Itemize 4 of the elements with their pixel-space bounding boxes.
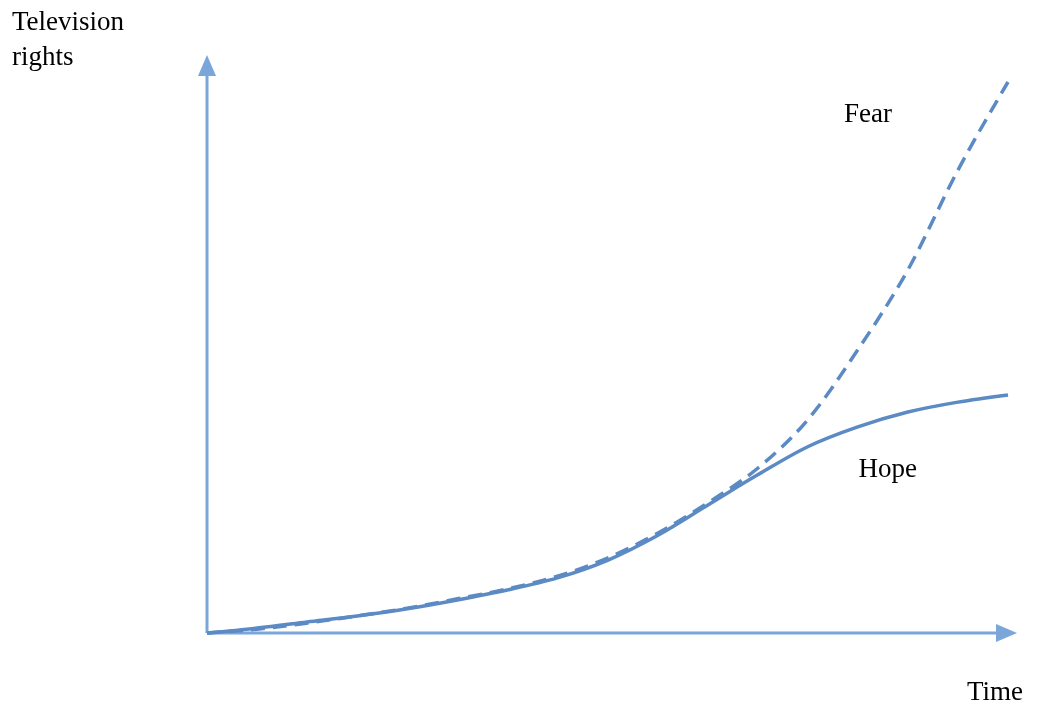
y-axis-title: Television rights xyxy=(12,6,125,71)
text: Fear xyxy=(844,98,892,128)
series-label: Hope xyxy=(858,452,918,483)
x-axis-title: Time xyxy=(966,676,1024,706)
